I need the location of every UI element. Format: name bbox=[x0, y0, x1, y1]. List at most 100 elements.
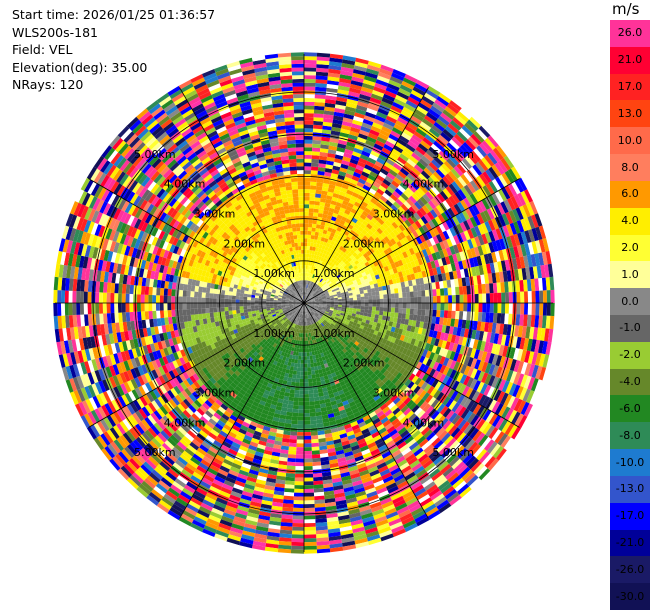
velocity-gate bbox=[413, 178, 423, 188]
velocity-gate bbox=[526, 279, 532, 292]
velocity-gate bbox=[433, 207, 441, 217]
velocity-gate bbox=[242, 438, 251, 445]
velocity-gate bbox=[493, 292, 498, 303]
velocity-gate bbox=[298, 355, 302, 360]
velocity-gate bbox=[471, 204, 480, 216]
velocity-gate bbox=[366, 316, 371, 321]
velocity-gate bbox=[402, 236, 410, 245]
velocity-gate bbox=[398, 253, 405, 260]
velocity-gate bbox=[337, 258, 343, 264]
velocity-gate bbox=[364, 382, 371, 389]
velocity-gate bbox=[334, 299, 339, 302]
velocity-gate bbox=[311, 305, 315, 308]
velocity-gate bbox=[471, 390, 480, 402]
velocity-gate bbox=[505, 381, 514, 395]
velocity-gate bbox=[500, 334, 507, 346]
velocity-gate bbox=[343, 176, 352, 183]
velocity-gate bbox=[309, 307, 314, 311]
velocity-gate bbox=[341, 358, 347, 364]
velocity-gate bbox=[260, 503, 272, 510]
velocity-gate bbox=[448, 183, 458, 194]
velocity-gate bbox=[345, 307, 350, 311]
velocity-gate bbox=[360, 508, 373, 516]
velocity-gate bbox=[346, 501, 359, 508]
velocity-gate bbox=[364, 404, 373, 412]
velocity-gate bbox=[392, 162, 403, 171]
velocity-gate bbox=[484, 273, 490, 284]
velocity-gate bbox=[288, 442, 297, 448]
velocity-gate bbox=[393, 317, 398, 323]
velocity-gate bbox=[357, 226, 364, 233]
velocity-gate bbox=[335, 499, 347, 506]
velocity-gate bbox=[473, 463, 485, 475]
velocity-gate bbox=[311, 223, 317, 228]
velocity-gate bbox=[313, 323, 317, 328]
velocity-gate bbox=[314, 330, 318, 335]
velocity-gate bbox=[269, 367, 275, 373]
velocity-gate bbox=[419, 334, 426, 342]
velocity-gate bbox=[450, 262, 457, 272]
velocity-gate bbox=[385, 259, 391, 266]
velocity-gate bbox=[341, 294, 346, 298]
velocity-gate bbox=[373, 164, 382, 172]
velocity-gate bbox=[366, 250, 372, 257]
velocity-gate bbox=[381, 222, 389, 230]
velocity-gate bbox=[382, 285, 387, 291]
velocity-gate bbox=[386, 172, 396, 181]
velocity-gate bbox=[317, 353, 322, 358]
velocity-gate bbox=[502, 345, 509, 358]
velocity-gate bbox=[428, 309, 433, 317]
velocity-gate bbox=[329, 272, 334, 277]
velocity-gate bbox=[360, 350, 366, 357]
velocity-gate bbox=[308, 293, 312, 298]
velocity-gate bbox=[297, 325, 300, 329]
velocity-gate bbox=[347, 348, 353, 354]
velocity-gate bbox=[526, 202, 535, 216]
velocity-gate bbox=[314, 283, 318, 288]
velocity-gate bbox=[308, 284, 311, 289]
velocity-gate bbox=[373, 214, 381, 222]
velocity-gate bbox=[375, 397, 383, 405]
velocity-gate bbox=[333, 161, 342, 168]
velocity-gate bbox=[290, 334, 294, 340]
velocity-gate bbox=[307, 333, 310, 337]
velocity-gate bbox=[372, 299, 377, 303]
velocity-gate bbox=[309, 265, 312, 270]
velocity-gate bbox=[519, 314, 524, 326]
velocity-gate bbox=[443, 287, 449, 296]
velocity-gate bbox=[367, 157, 377, 165]
velocity-gate bbox=[340, 412, 348, 419]
velocity-gate bbox=[308, 293, 311, 297]
velocity-gate bbox=[451, 287, 456, 296]
velocity-gate bbox=[244, 455, 254, 462]
velocity-gate bbox=[246, 448, 256, 455]
velocity-gate bbox=[279, 347, 284, 352]
velocity-gate bbox=[441, 325, 447, 333]
velocity-gate bbox=[423, 152, 434, 162]
velocity-gate bbox=[359, 395, 367, 402]
velocity-gate bbox=[416, 284, 422, 292]
velocity-gate bbox=[315, 518, 327, 523]
velocity-gate bbox=[354, 341, 360, 346]
velocity-gate bbox=[380, 205, 388, 213]
velocity-gate bbox=[244, 523, 257, 530]
velocity-gate bbox=[493, 333, 500, 345]
velocity-gate bbox=[410, 481, 422, 491]
velocity-gate bbox=[400, 214, 408, 222]
velocity-gate bbox=[432, 493, 445, 504]
velocity-gate bbox=[472, 320, 478, 331]
velocity-gate bbox=[391, 298, 396, 303]
velocity-gate bbox=[421, 441, 432, 451]
velocity-gate bbox=[314, 275, 318, 280]
velocity-gate bbox=[348, 162, 358, 169]
velocity-gate bbox=[305, 280, 307, 285]
velocity-gate bbox=[337, 270, 343, 275]
velocity-gate bbox=[337, 297, 342, 300]
velocity-gate bbox=[451, 458, 463, 470]
velocity-gate bbox=[351, 338, 357, 344]
velocity-gate bbox=[325, 285, 330, 289]
velocity-gate bbox=[351, 424, 360, 431]
velocity-gate bbox=[445, 272, 451, 281]
velocity-gate bbox=[340, 471, 351, 478]
velocity-gate bbox=[324, 433, 333, 438]
